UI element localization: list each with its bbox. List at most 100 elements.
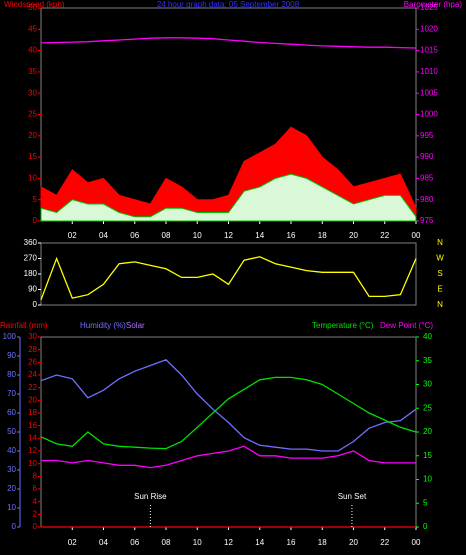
- legend-label: Humidity (%): [80, 321, 126, 330]
- y-tick-label: 20: [7, 484, 16, 493]
- x-tick-label: 22: [380, 538, 389, 547]
- y3-tick-label: 4: [33, 497, 38, 506]
- y-tick-label: 70: [7, 389, 16, 398]
- plot-area: [40, 336, 417, 528]
- y2-tick-label: 980: [420, 195, 434, 204]
- y2-tick-label: 990: [420, 152, 434, 161]
- y-tick-label: 40: [28, 46, 37, 55]
- y2-tick-label: 1010: [420, 67, 438, 76]
- x-tick-label: 02: [68, 538, 77, 547]
- y-tick-label: 10: [28, 174, 37, 183]
- chart-title: 24 hour graph data: 05 September 2008: [157, 0, 300, 9]
- y3-tick-label: 0: [33, 522, 38, 531]
- x-tick-label: 16: [287, 538, 296, 547]
- y-tick-label: 15: [28, 152, 37, 161]
- y2-tick-label: 1000: [420, 110, 438, 119]
- y-tick-label: 35: [28, 67, 37, 76]
- x-tick-label: 12: [224, 231, 233, 240]
- area-series: [40, 173, 417, 222]
- y-tick-label: 80: [7, 370, 16, 379]
- y-tick-label: 0: [33, 216, 38, 225]
- solar-label: Solar: [126, 321, 145, 330]
- y3-tick-label: 30: [28, 332, 37, 341]
- y3-tick-label: 6: [33, 484, 38, 493]
- y-tick-label: 40: [7, 446, 16, 455]
- line-series: [40, 359, 417, 452]
- y2-tick-label: 0: [423, 522, 428, 531]
- y-tick-label: 30: [28, 88, 37, 97]
- y-tick-label: 100: [3, 332, 17, 341]
- y-tick-label: 45: [28, 24, 37, 33]
- y2-tick-label: 25: [423, 403, 432, 412]
- y-tick-label: 25: [28, 110, 37, 119]
- y-tick-label: 90: [7, 351, 16, 360]
- x-tick-label: 12: [224, 538, 233, 547]
- y2-tick-label: W: [436, 254, 444, 263]
- plot-area: [40, 242, 417, 306]
- y-tick-label: 0: [33, 300, 38, 309]
- y-tick-label: 20: [28, 131, 37, 140]
- y3-tick-label: 10: [28, 459, 37, 468]
- y-tick-label: 50: [7, 427, 16, 436]
- x-tick-label: 18: [318, 538, 327, 547]
- x-tick-label: 00: [412, 538, 421, 547]
- x-tick-label: 14: [255, 538, 264, 547]
- y-tick-label: 270: [24, 254, 38, 263]
- line-series: [40, 37, 417, 49]
- y2-tick-label: E: [437, 285, 442, 294]
- x-tick-label: 08: [162, 231, 171, 240]
- y3-tick-label: 14: [28, 433, 37, 442]
- legend-label: Dew Point (°C): [380, 321, 433, 330]
- x-tick-label: 02: [68, 231, 77, 240]
- y3-tick-label: 12: [28, 446, 37, 455]
- x-tick-label: 20: [349, 538, 358, 547]
- legend-label: Rainfall (mm): [0, 321, 48, 330]
- x-tick-label: 04: [99, 538, 108, 547]
- x-tick-label: 04: [99, 231, 108, 240]
- y-tick-label: 360: [24, 238, 38, 247]
- x-tick-label: 10: [193, 231, 202, 240]
- x-tick-label: 06: [130, 231, 139, 240]
- y3-tick-label: 20: [28, 395, 37, 404]
- y2-tick-label: 35: [423, 356, 432, 365]
- y3-tick-label: 2: [33, 509, 38, 518]
- y2-tick-label: 985: [420, 174, 434, 183]
- y2-tick-label: 10: [423, 475, 432, 484]
- x-tick-label: 14: [255, 231, 264, 240]
- y3-tick-label: 16: [28, 421, 37, 430]
- x-tick-label: 00: [412, 231, 421, 240]
- line-series: [41, 445, 416, 469]
- y3-tick-label: 18: [28, 408, 37, 417]
- y-tick-label: 180: [24, 269, 38, 278]
- y2-tick-label: 995: [420, 131, 434, 140]
- y-tick-label: 60: [7, 408, 16, 417]
- wind-axis-label: Windspeed (kph): [4, 0, 65, 9]
- y-tick-label: 5: [33, 195, 38, 204]
- y2-tick-label: 1025: [420, 3, 438, 12]
- y2-tick-label: 1005: [420, 88, 438, 97]
- y3-tick-label: 24: [28, 370, 37, 379]
- y2-tick-label: 1020: [420, 24, 438, 33]
- x-tick-label: 10: [193, 538, 202, 547]
- y-tick-label: 90: [28, 285, 37, 294]
- y-tick-label: 0: [12, 522, 17, 531]
- y-tick-label: 30: [7, 465, 16, 474]
- y2-tick-label: N: [437, 238, 443, 247]
- line-series: [40, 376, 417, 450]
- x-tick-label: 16: [287, 231, 296, 240]
- barometer-axis-label: Barometer (hpa): [404, 0, 463, 9]
- y3-tick-label: 22: [28, 383, 37, 392]
- x-tick-label: 06: [130, 538, 139, 547]
- x-tick-label: 18: [318, 231, 327, 240]
- x-tick-label: 20: [349, 231, 358, 240]
- annotation: Sun Set: [338, 492, 367, 501]
- y-tick-label: 50: [28, 3, 37, 12]
- y2-tick-label: N: [437, 300, 443, 309]
- y3-tick-label: 28: [28, 345, 37, 354]
- y2-tick-label: 40: [423, 332, 432, 341]
- y2-tick-label: 975: [420, 216, 434, 225]
- x-tick-label: 22: [380, 231, 389, 240]
- x-tick-label: 08: [162, 538, 171, 547]
- y2-tick-label: 15: [423, 451, 432, 460]
